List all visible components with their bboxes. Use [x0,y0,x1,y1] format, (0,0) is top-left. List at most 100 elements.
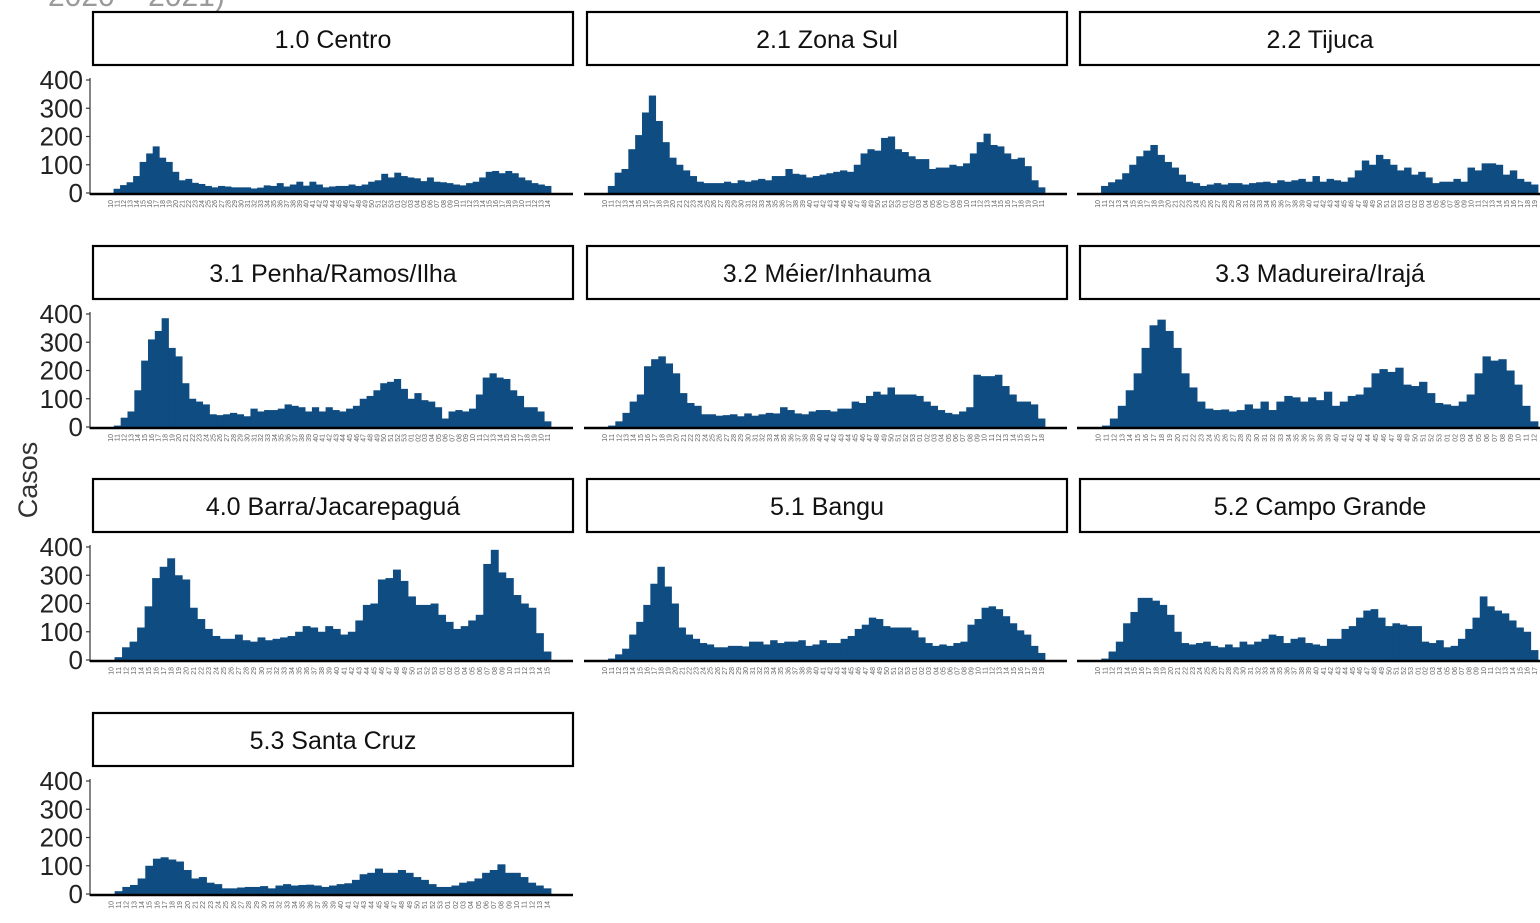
bar [421,400,429,427]
x-tick-label: 36 [1278,200,1285,208]
bar [216,415,224,427]
x-tick-label: 35 [296,667,303,675]
bar [325,626,334,660]
bar [305,411,313,427]
x-tick-label: 03 [926,667,933,675]
x-tick-label: 36 [307,901,314,909]
x-tick-label: 23 [208,901,215,909]
x-tick-label: 18 [168,667,175,675]
bar [1439,181,1447,193]
bar [543,888,552,894]
x-tick-label: 53 [1398,200,1405,208]
x-tick-label: 25 [1201,200,1208,208]
x-tick-label: 28 [231,434,238,442]
x-tick-label: 17 [153,200,160,208]
bar [1326,178,1335,193]
x-tick-label: 08 [492,667,499,675]
bar [1225,644,1233,660]
x-tick-label: 35 [279,434,286,442]
panel-strip [1078,244,1540,301]
bar [283,186,291,193]
x-tick-label: 36 [788,434,795,442]
bar [1355,394,1364,427]
x-tick-label: 20 [184,667,191,675]
bar [860,153,868,193]
bar [242,640,251,660]
x-tick-label: 38 [1292,200,1299,208]
x-tick-label: 12 [616,667,623,675]
x-tick-label: 53 [896,200,903,208]
bar [692,638,701,660]
bar [198,183,206,193]
bar [195,401,204,427]
x-tick-label: 49 [374,434,381,442]
x-tick-label: 36 [304,667,311,675]
bar [650,583,658,660]
bar [988,606,997,660]
bar [122,647,130,660]
x-tick-label: 43 [1335,667,1342,675]
x-tick-label: 44 [330,200,337,208]
x-tick-label: 36 [278,200,285,208]
bar [1516,178,1525,193]
bar [1434,402,1444,427]
x-tick-label: 22 [687,667,694,675]
x-tick-label: 07 [491,901,498,909]
x-tick-label: 45 [849,667,856,675]
x-tick-label: 41 [1314,200,1321,208]
bar [880,394,888,427]
x-tick-label: 37 [786,200,793,208]
bar [1133,373,1142,427]
x-tick-label: 42 [821,200,828,208]
x-tick-label: 16 [645,434,652,442]
x-tick-label: 15 [504,434,511,442]
bar [1276,401,1285,427]
x-tick-label: 13 [127,200,134,208]
x-tick-label: 14 [1004,667,1011,675]
x-tick-label: 02 [447,667,454,675]
x-tick-label: 07 [1459,667,1466,675]
bar [758,414,767,427]
x-tick-label: 37 [311,667,318,675]
bar [1404,167,1412,193]
bar [489,373,497,427]
bar [209,414,217,427]
bar [197,619,206,660]
x-tick-label: 16 [644,667,651,675]
x-tick-label: 41 [824,434,831,442]
bar [544,185,552,193]
bar [198,877,207,894]
x-tick-label: 42 [831,434,838,442]
x-tick-label: 24 [702,434,709,442]
bar [686,402,695,427]
bar [466,183,474,193]
bar [120,185,127,193]
bar [858,402,867,427]
x-tick-label: 11 [1039,200,1046,207]
x-tick-label: 45 [853,434,860,442]
x-tick-label: 33 [284,901,291,909]
bar [915,159,923,193]
x-tick-label: 41 [814,200,821,208]
x-tick-label: 51 [388,434,395,442]
bar [183,869,192,894]
bar [535,633,544,660]
x-tick-label: 51 [422,901,429,909]
panel-title: 4.0 Barra/Jacarepaguá [206,493,460,521]
x-tick-label: 51 [1421,434,1428,442]
bar [1234,183,1243,193]
x-tick-label: 22 [190,434,197,442]
bar [407,177,415,193]
y-tick-label: 100 [40,851,83,881]
x-tick-label: 51 [891,667,898,675]
x-tick-label: 10 [1469,200,1476,208]
x-tick-label: 25 [206,200,213,208]
x-tick-label: 25 [708,667,715,675]
x-tick-label: 32 [251,200,258,208]
bar [1024,166,1032,193]
bar [713,647,722,660]
x-tick-label: 11 [515,667,522,674]
bar [826,643,834,660]
bar [959,411,967,427]
